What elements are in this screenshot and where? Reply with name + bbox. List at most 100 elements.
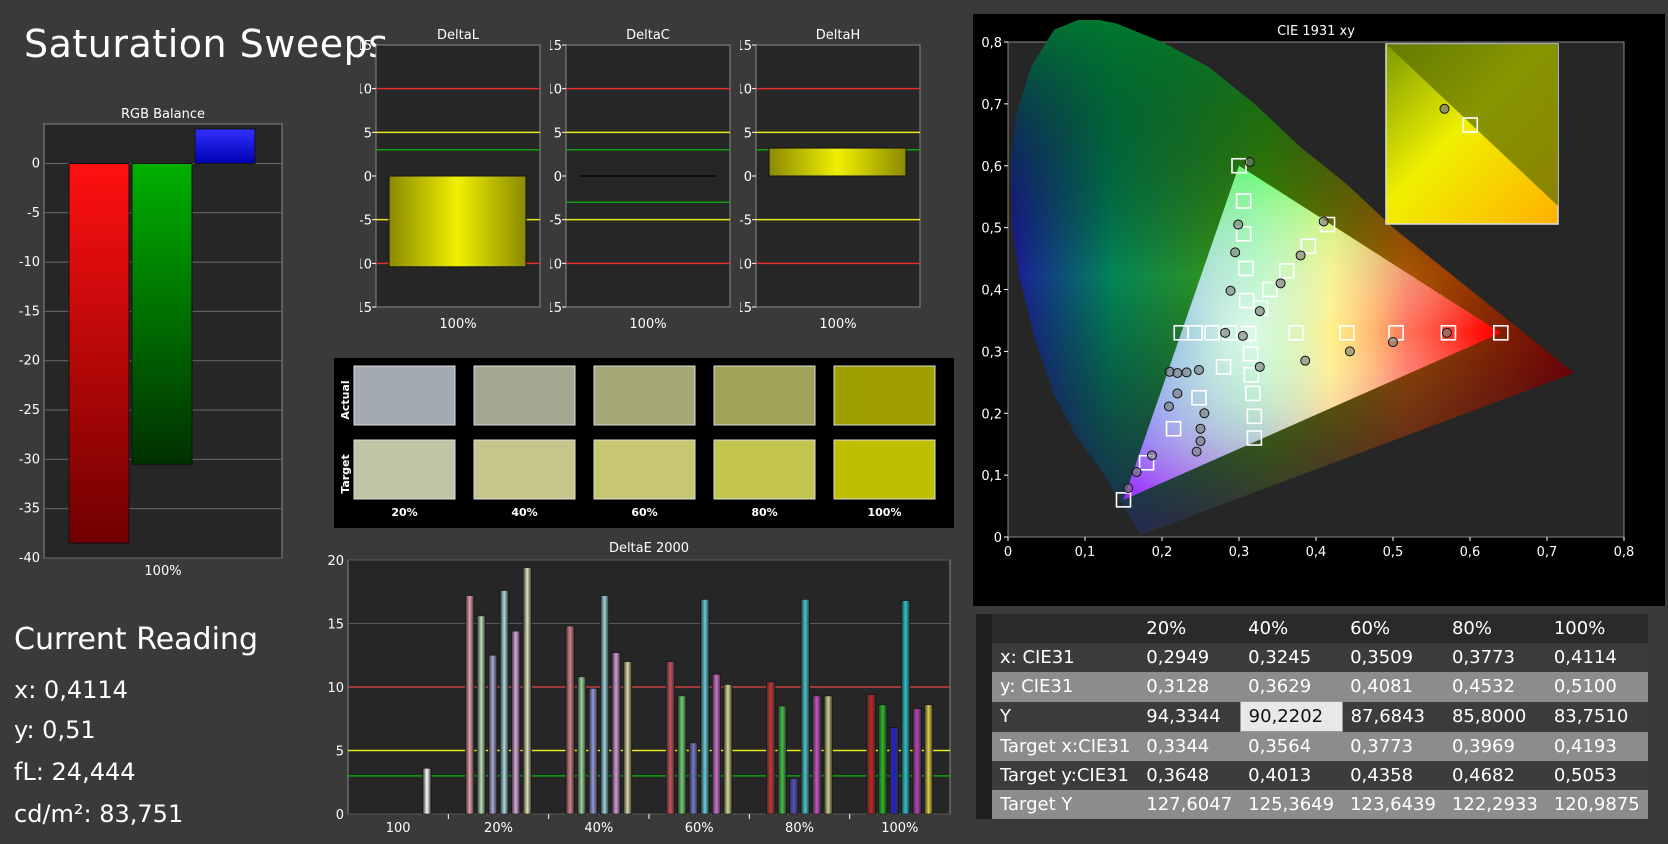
deltae-bar	[711, 674, 721, 815]
current-y: y: 0,51	[14, 716, 96, 744]
deltae-bar	[912, 708, 922, 815]
table-cell-selected[interactable]: 90,2202	[1239, 701, 1343, 732]
deltae-bar	[665, 661, 675, 815]
deltae-bar	[866, 694, 876, 815]
y-tick-label: 5	[336, 745, 344, 760]
measured-point	[1237, 330, 1248, 341]
actual-swatch	[713, 365, 816, 426]
deltae-bar	[476, 615, 486, 815]
target-swatch	[473, 439, 576, 500]
swatch-panel: Actual Target 20% 40% 60% 80% 100%	[334, 358, 954, 528]
measured-point	[1199, 408, 1210, 419]
page-title: Saturation Sweeps	[24, 22, 389, 66]
y-tick-label: 0,4	[981, 284, 1002, 299]
table-cell: 0,5053	[1545, 761, 1648, 790]
y-tick-label: -30	[19, 452, 40, 467]
table-cell: 0,3128	[1138, 672, 1241, 702]
table-cell: 85,8000	[1443, 701, 1546, 732]
x-tick-label: 20%	[484, 821, 513, 836]
measured-point	[1295, 250, 1306, 261]
x-tick-label: 0,5	[1383, 545, 1404, 560]
table-cell: 0,4193	[1545, 731, 1648, 761]
measured-point	[1163, 401, 1174, 412]
y-tick-label: -15	[740, 301, 752, 316]
x-tick-label: 100	[386, 821, 411, 836]
y-tick-label: 5	[554, 126, 562, 141]
row-label: Y	[992, 701, 1139, 732]
deltae-bar	[878, 704, 888, 815]
y-tick-label: 15	[740, 39, 752, 54]
cie-data-table: 20% 40% 60% 80% 100% x: CIE31 0,2949 0,3…	[976, 614, 1648, 819]
y-tick-label: -10	[550, 257, 562, 272]
deltae-bar	[522, 567, 532, 815]
red-bar	[68, 162, 130, 544]
table-cell: 0,3629	[1240, 672, 1343, 702]
chart-title: DeltaH	[816, 28, 860, 43]
table-cell: 0,3245	[1240, 643, 1343, 672]
deltae-bar	[611, 652, 621, 815]
chart-title: RGB Balance	[121, 107, 205, 122]
y-tick-label: -10	[19, 255, 40, 270]
table-cell: 0,3509	[1342, 643, 1444, 672]
table-cell: 0,4013	[1240, 761, 1343, 790]
measured-point	[1441, 327, 1452, 338]
y-tick-label: 15	[327, 618, 344, 633]
y-tick-label: -5	[360, 214, 372, 229]
deltae-bar	[889, 727, 899, 815]
actual-swatch	[473, 365, 576, 426]
deltae-bar	[465, 595, 475, 815]
measured-point	[1318, 216, 1329, 227]
measured-point	[1195, 436, 1206, 447]
target-marker	[1246, 430, 1263, 446]
x-axis-label: 100%	[439, 317, 476, 332]
table-row: Y 94,3344 90,2202 87,6843 85,8000 83,751…	[976, 701, 1648, 732]
swatch-label: 40%	[511, 506, 537, 519]
swatch-grid: Actual Target 20% 40% 60% 80% 100%	[339, 365, 936, 519]
table-row: y: CIE31 0,3128 0,3629 0,4081 0,4532 0,5…	[976, 672, 1648, 702]
y-tick-label: 0,8	[981, 36, 1002, 51]
measured-point	[1172, 368, 1183, 379]
col-header: 20%	[1138, 614, 1241, 643]
col-header: 40%	[1240, 614, 1343, 643]
chart-title: DeltaC	[626, 28, 670, 43]
swatch-label: 60%	[631, 506, 657, 519]
table-cell: 125,3649	[1240, 790, 1343, 819]
target-marker	[1492, 325, 1509, 341]
y-tick-label: -25	[19, 403, 40, 418]
actual-swatch	[593, 365, 696, 426]
x-axis-label: 100%	[144, 564, 181, 579]
target-marker	[1215, 359, 1232, 375]
target-marker	[1138, 454, 1155, 471]
deltae-bar	[766, 681, 776, 815]
table-cell: 0,3773	[1443, 643, 1546, 672]
x-tick-label: 0	[1004, 545, 1012, 560]
y-tick-label: -20	[19, 354, 40, 369]
inset-target-marker	[1462, 117, 1479, 133]
target-marker	[1231, 157, 1247, 174]
measured-point	[1300, 355, 1311, 366]
measured-point	[1388, 337, 1398, 348]
table-cell: 0,4081	[1342, 672, 1444, 702]
rgb-balance-chart: RGB Balance 0 -5 -10 -15 -20 -25 -30 -35 -40 100%	[19, 107, 283, 579]
y-tick-label: -10	[360, 257, 372, 272]
y-tick-label: 0,6	[981, 160, 1002, 175]
y-tick-label: 0,2	[981, 407, 1002, 422]
table-cell: 0,4114	[1545, 643, 1648, 672]
y-tick-label: 10	[327, 681, 344, 696]
target-swatch	[593, 439, 696, 500]
inset-measured-point	[1439, 103, 1450, 114]
measured-point	[1275, 278, 1286, 289]
measured-point	[1244, 157, 1255, 168]
x-axis-label: 100%	[819, 317, 856, 332]
measured-point	[1193, 364, 1204, 375]
swatch-label: 100%	[868, 506, 902, 519]
swatch-label: 20%	[391, 506, 417, 519]
measured-point	[1233, 219, 1244, 230]
target-marker	[1235, 193, 1252, 209]
target-marker	[1115, 492, 1132, 508]
deltah-chart: DeltaH 15 10 5 0 -5 -10 -15 100%	[740, 28, 921, 332]
table-cell: 0,3564	[1240, 731, 1343, 761]
measured-point	[1195, 423, 1206, 434]
deltae-bar	[688, 742, 698, 815]
chart-title: DeltaL	[437, 28, 480, 43]
